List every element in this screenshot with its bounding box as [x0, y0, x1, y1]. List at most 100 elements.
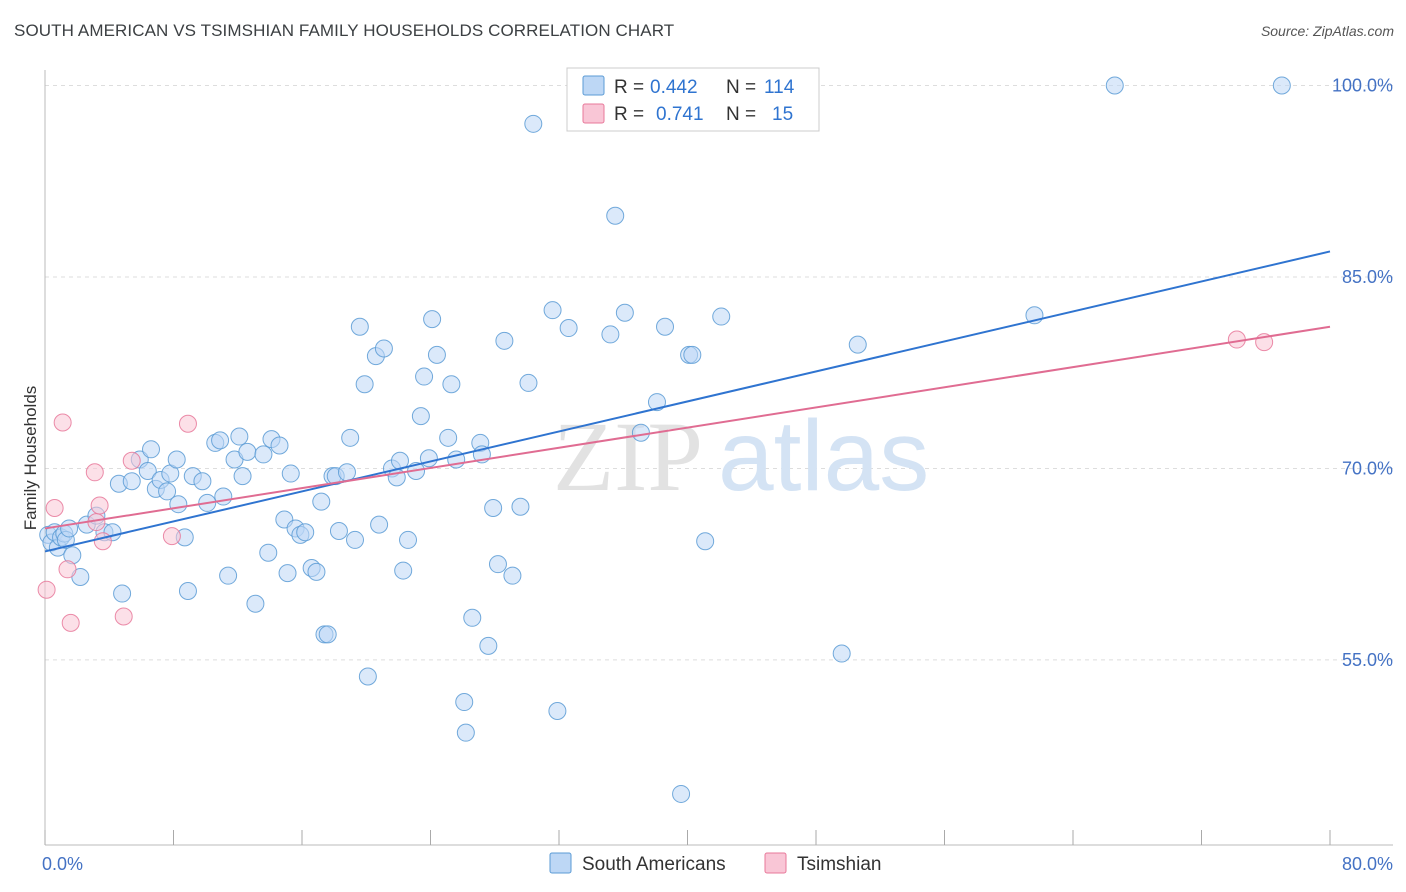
- watermark: ZIP atlas: [553, 400, 929, 512]
- point-south-americans: [456, 723, 475, 742]
- point-south-americans: [211, 431, 230, 450]
- point-south-americans: [142, 440, 161, 459]
- point-south-americans: [318, 625, 337, 644]
- legend-swatch-tsimshian: [582, 103, 605, 124]
- point-tsimshian: [178, 414, 197, 433]
- bottom-legend-swatch-south-americans: [549, 852, 572, 874]
- point-south-americans: [712, 307, 731, 326]
- point-south-americans: [524, 114, 543, 133]
- point-south-americans: [484, 499, 503, 518]
- gridlines: [45, 85, 1393, 661]
- point-south-americans: [259, 543, 278, 562]
- y-tick-label: 100.0%: [1332, 76, 1393, 96]
- legend-box: R = 0.442 N = 114 R = 0.741 N = 15: [566, 67, 820, 132]
- point-south-americans: [415, 367, 434, 386]
- point-south-americans: [394, 561, 413, 580]
- point-south-americans: [848, 335, 867, 354]
- legend-swatch-south-americans: [582, 75, 605, 96]
- point-south-americans: [312, 492, 331, 511]
- point-south-americans: [122, 472, 141, 491]
- point-south-americans: [193, 472, 212, 491]
- point-south-americans: [329, 522, 348, 540]
- point-south-americans: [341, 428, 360, 447]
- x-tick-label: 0.0%: [42, 854, 83, 874]
- point-south-americans: [178, 581, 197, 600]
- point-south-americans: [631, 423, 650, 442]
- legend-r-value: 0.741: [656, 104, 704, 125]
- point-tsimshian: [53, 413, 72, 432]
- legend-frame: [566, 67, 820, 132]
- point-south-americans: [230, 427, 249, 446]
- point-south-americans: [167, 450, 186, 469]
- watermark-atlas: atlas: [718, 400, 929, 512]
- point-south-americans: [214, 487, 233, 506]
- data-points: [37, 76, 1291, 803]
- point-south-americans: [358, 667, 377, 686]
- tick-labels: 55.0% 70.0% 85.0% 100.0% 0.0% 80.0%: [42, 76, 1393, 874]
- point-south-americans: [158, 482, 177, 501]
- legend-r-label: R =: [614, 104, 644, 125]
- axes: [44, 70, 1393, 846]
- point-south-americans: [238, 442, 257, 461]
- y-tick-label: 70.0%: [1342, 458, 1393, 478]
- point-south-americans: [254, 445, 273, 464]
- point-south-americans: [350, 317, 369, 336]
- bottom-legend: South Americans Tsimshian: [549, 852, 881, 875]
- point-south-americans: [442, 375, 461, 394]
- point-tsimshian: [61, 613, 80, 632]
- point-south-americans: [511, 497, 530, 516]
- point-south-americans: [233, 467, 252, 486]
- point-south-americans: [423, 310, 442, 329]
- point-south-americans: [559, 319, 578, 338]
- point-south-americans: [647, 393, 666, 412]
- point-south-americans: [169, 495, 188, 514]
- point-south-americans: [656, 317, 675, 336]
- point-south-americans: [543, 301, 562, 320]
- legend-n-label: N =: [726, 77, 756, 98]
- legend-n-label: N =: [726, 104, 756, 125]
- bottom-legend-label: South Americans: [582, 854, 726, 875]
- bottom-legend-label: Tsimshian: [797, 854, 881, 875]
- x-tick-label: 80.0%: [1342, 854, 1393, 874]
- point-tsimshian: [58, 560, 77, 579]
- point-south-americans: [548, 701, 567, 720]
- point-tsimshian: [114, 607, 133, 626]
- point-south-americans: [411, 407, 430, 426]
- point-south-americans: [455, 693, 474, 712]
- bottom-legend-swatch-tsimshian: [764, 852, 787, 874]
- y-axis-label: Family Households: [21, 386, 40, 531]
- point-tsimshian: [90, 496, 109, 515]
- point-south-americans: [1105, 76, 1124, 95]
- point-south-americans: [606, 206, 625, 225]
- point-south-americans: [337, 463, 356, 482]
- point-south-americans: [60, 519, 79, 538]
- point-south-americans: [479, 636, 498, 655]
- trend-lines: [44, 250, 1331, 553]
- point-south-americans: [281, 464, 300, 483]
- point-south-americans: [1272, 76, 1291, 95]
- y-tick-label: 85.0%: [1342, 267, 1393, 287]
- point-south-americans: [399, 530, 418, 549]
- legend-n-value: 114: [764, 77, 795, 98]
- point-tsimshian: [37, 580, 56, 599]
- point-south-americans: [219, 566, 238, 585]
- point-south-americans: [296, 523, 315, 542]
- trend-line-tsimshian: [44, 325, 1331, 530]
- point-tsimshian: [85, 463, 104, 482]
- point-south-americans: [346, 530, 365, 549]
- watermark-zip: ZIP: [553, 401, 703, 512]
- legend-r-label: R =: [614, 77, 644, 98]
- point-tsimshian: [162, 527, 181, 546]
- point-south-americans: [439, 428, 458, 447]
- point-south-americans: [488, 555, 507, 574]
- point-south-americans: [495, 331, 514, 350]
- point-south-americans: [503, 566, 522, 585]
- point-tsimshian: [122, 451, 141, 470]
- y-tick-label: 55.0%: [1342, 650, 1393, 670]
- point-south-americans: [270, 436, 289, 455]
- chart-title: SOUTH AMERICAN VS TSIMSHIAN FAMILY HOUSE…: [14, 21, 675, 40]
- point-south-americans: [374, 339, 393, 358]
- legend-n-value: 15: [772, 104, 793, 125]
- point-tsimshian: [45, 499, 64, 518]
